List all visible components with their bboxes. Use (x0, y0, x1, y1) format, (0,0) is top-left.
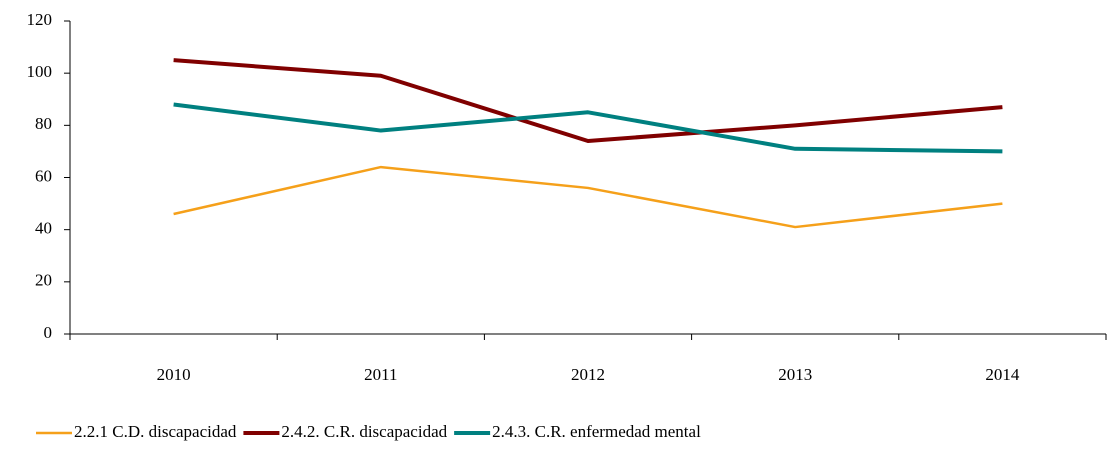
x-tick-label: 2012 (571, 365, 605, 384)
x-tick-label: 2010 (157, 365, 191, 384)
legend-label: 2.4.2. C.R. discapacidad (281, 422, 447, 441)
y-tick-label: 120 (27, 10, 53, 29)
y-tick-label: 80 (35, 114, 52, 133)
x-tick-label: 2014 (985, 365, 1020, 384)
series-line (173, 102, 1003, 154)
series-line (173, 58, 1003, 143)
y-tick-label: 40 (35, 219, 52, 238)
y-tick-label: 20 (35, 271, 52, 290)
y-tick-label: 60 (35, 166, 52, 185)
x-tick-label: 2013 (778, 365, 812, 384)
series-line (173, 165, 1003, 229)
y-tick-label: 100 (27, 62, 53, 81)
legend-label: 2.4.3. C.R. enfermedad mental (492, 422, 701, 441)
x-tick-label: 2011 (364, 365, 397, 384)
y-tick-label: 0 (44, 323, 53, 342)
legend-label: 2.2.1 C.D. discapacidad (74, 422, 237, 441)
